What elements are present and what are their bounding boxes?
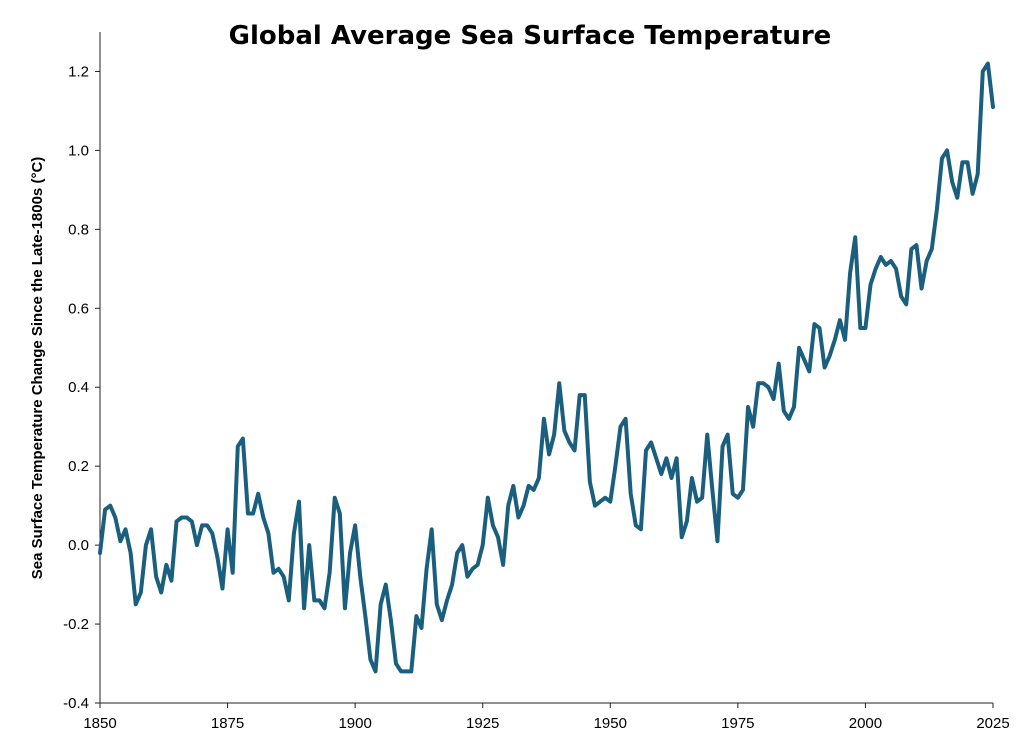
y-tick-label: 1.2	[68, 63, 89, 80]
x-tick-label: 1875	[211, 715, 244, 732]
x-ticks: 1850 1875 1900 1925 1950 1975 2000 2025	[83, 703, 1010, 732]
x-tick-label: 1900	[338, 715, 371, 732]
y-tick-label: 1.0	[68, 142, 89, 159]
y-axis-label: Sea Surface Temperature Change Since the…	[29, 157, 46, 580]
y-tick-label: 0.4	[68, 379, 89, 396]
x-tick-label: 2025	[976, 715, 1009, 732]
y-ticks: -0.4 -0.2 0.0 0.2 0.4 0.6 0.8 1.0 1.2	[63, 63, 100, 712]
y-tick-label: -0.4	[63, 695, 89, 712]
y-tick-label: 0.6	[68, 300, 89, 317]
x-tick-label: 1950	[594, 715, 627, 732]
series-line	[98, 61, 995, 674]
x-tick-label: 1925	[466, 715, 499, 732]
y-tick-label: 0.8	[68, 221, 89, 238]
y-tick-label: -0.2	[63, 616, 89, 633]
x-tick-label: 1850	[83, 715, 116, 732]
y-tick-label: 0.0	[68, 537, 89, 554]
x-tick-label: 1975	[721, 715, 754, 732]
x-tick-label: 2000	[849, 715, 882, 732]
chart-title: Global Average Sea Surface Temperature	[229, 21, 832, 51]
y-tick-label: 0.2	[68, 458, 89, 475]
